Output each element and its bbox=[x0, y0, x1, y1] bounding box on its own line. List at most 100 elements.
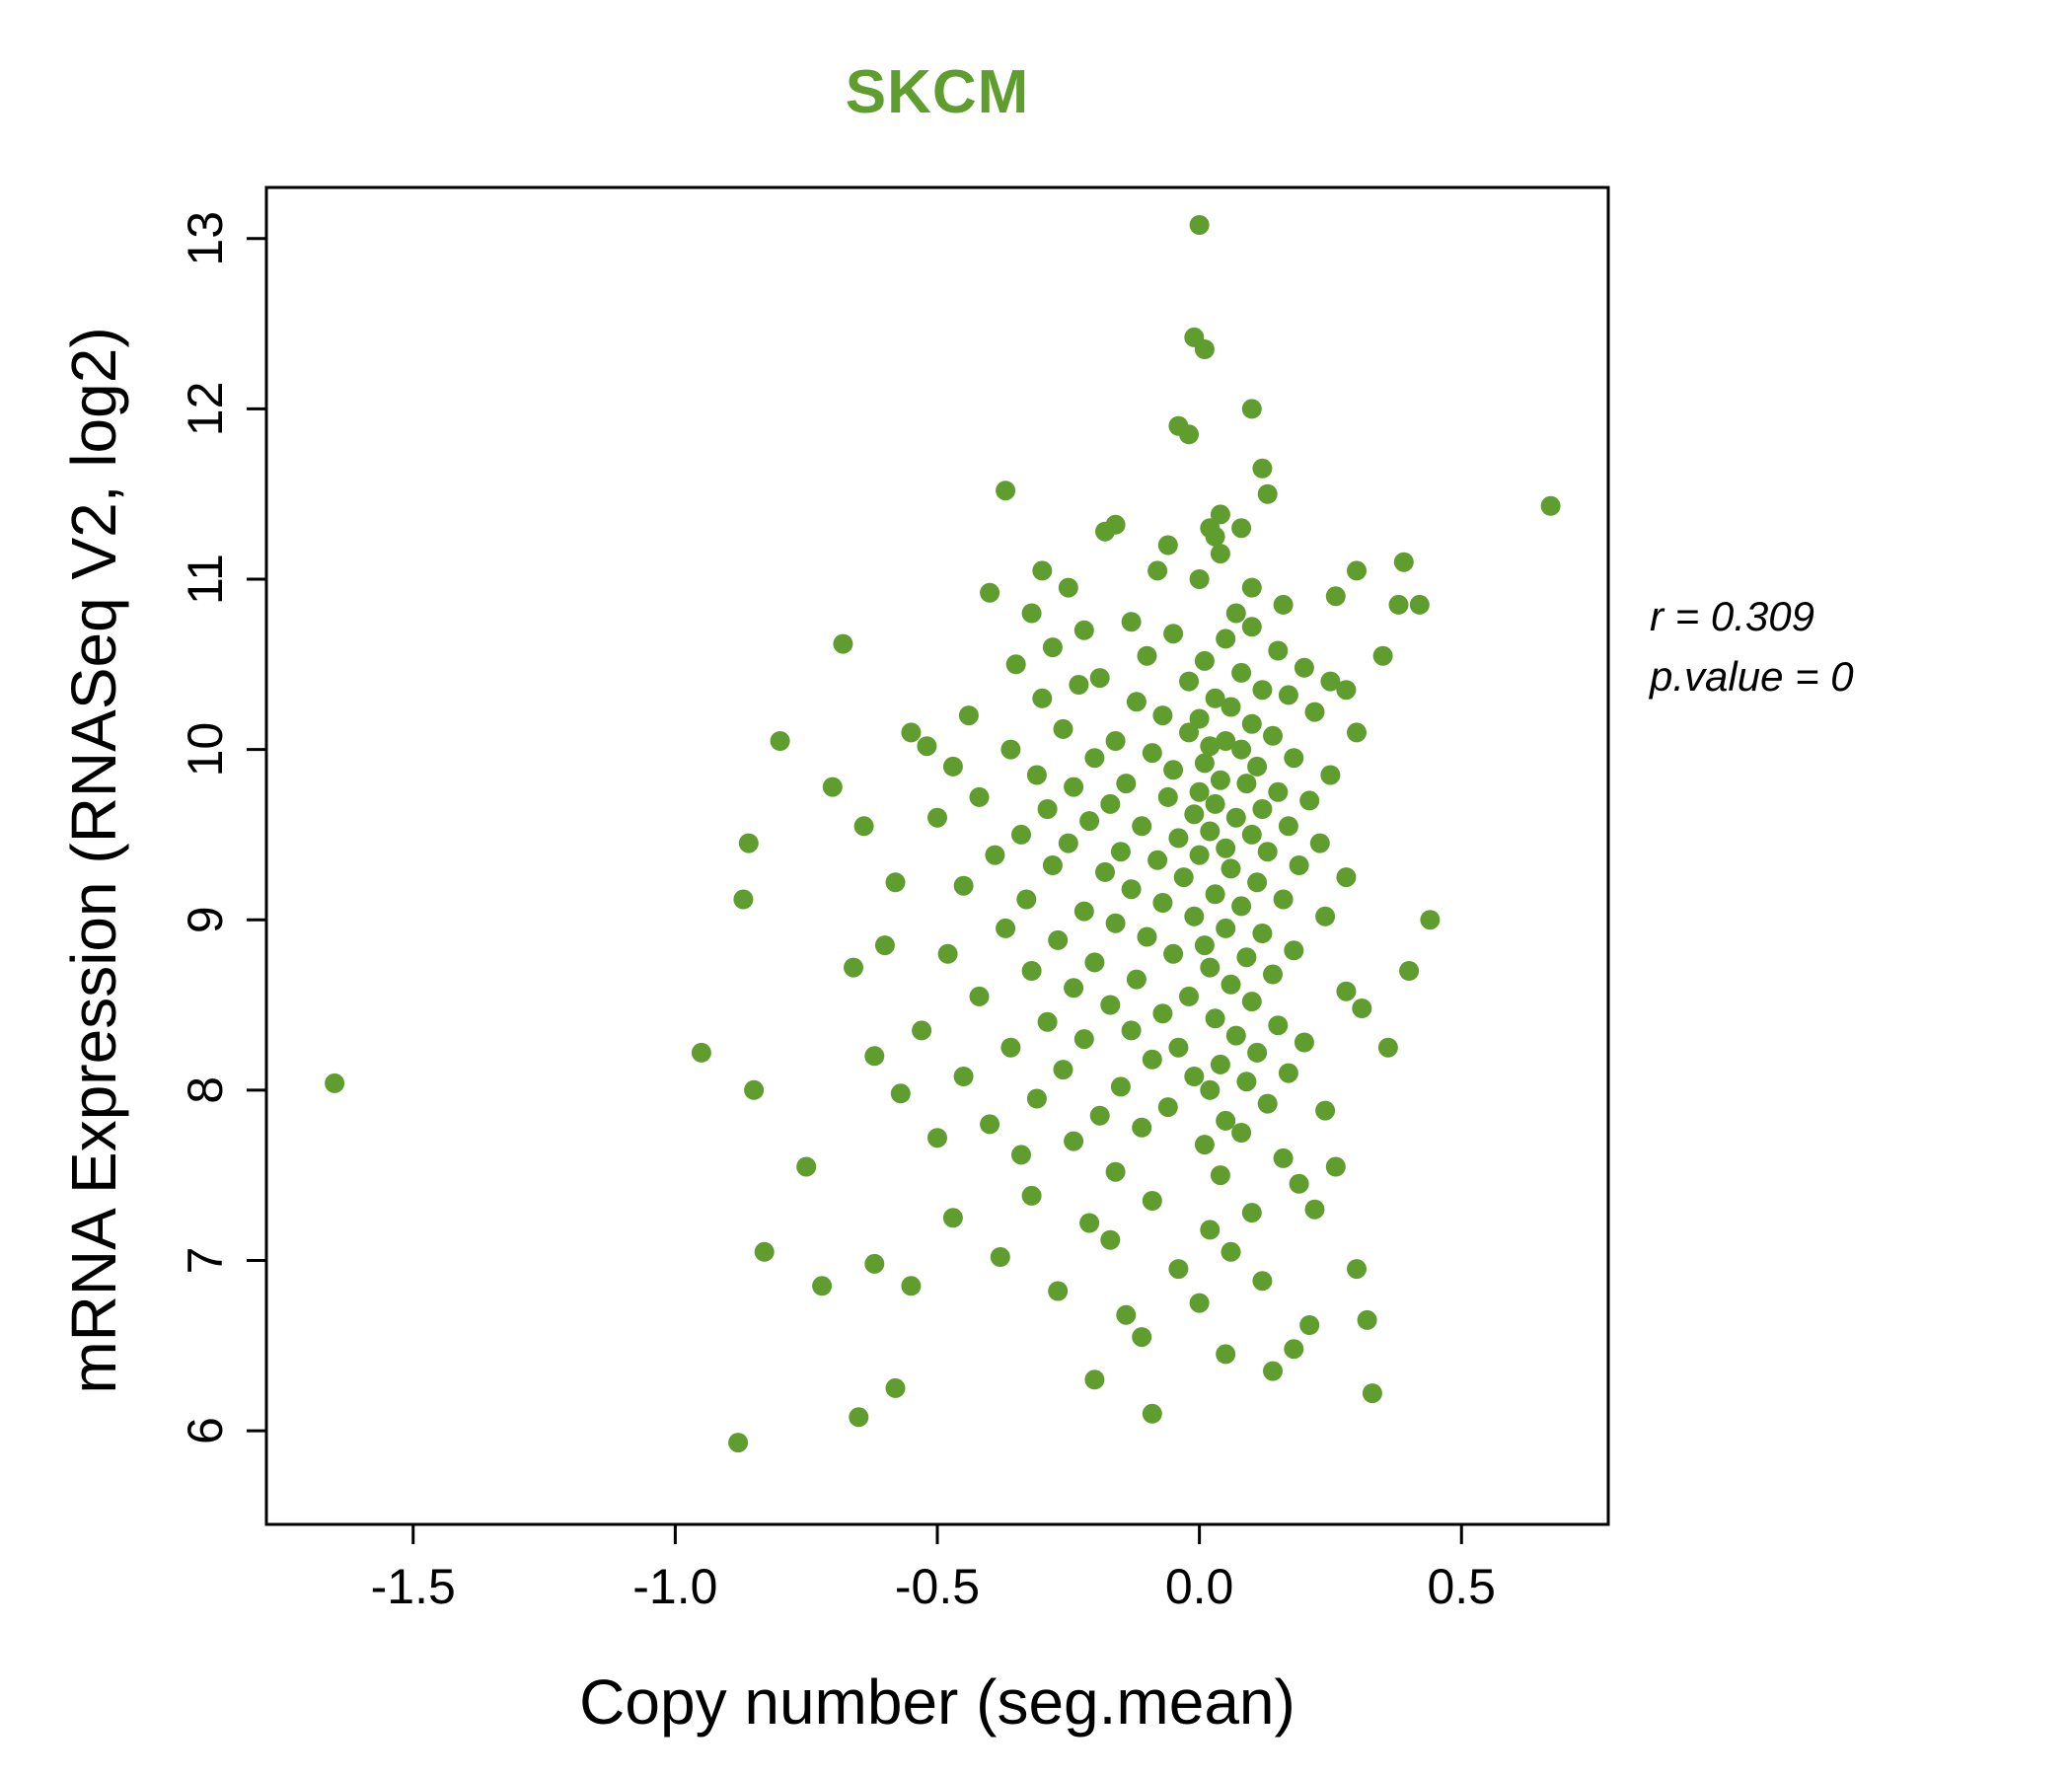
data-point bbox=[1409, 594, 1430, 615]
data-point bbox=[1132, 816, 1152, 837]
data-point bbox=[1179, 671, 1199, 692]
data-point bbox=[1263, 964, 1283, 985]
data-point bbox=[1231, 896, 1252, 917]
y-tick-label: 13 bbox=[178, 211, 233, 266]
data-point bbox=[1000, 739, 1021, 760]
data-point bbox=[822, 777, 843, 797]
data-point bbox=[1205, 526, 1225, 547]
data-point bbox=[1179, 986, 1199, 1006]
data-point bbox=[1194, 1135, 1215, 1155]
data-point bbox=[1084, 1369, 1105, 1390]
data-point bbox=[1284, 1339, 1304, 1360]
data-point bbox=[1194, 935, 1215, 956]
data-point bbox=[1268, 640, 1289, 661]
data-point bbox=[1221, 697, 1241, 717]
data-point bbox=[1257, 842, 1278, 862]
data-point bbox=[1142, 743, 1162, 764]
data-point bbox=[1142, 1049, 1162, 1070]
data-point bbox=[1152, 1003, 1173, 1024]
data-point bbox=[1053, 718, 1073, 739]
data-point bbox=[1200, 1220, 1221, 1240]
data-point bbox=[833, 633, 853, 654]
data-point bbox=[1064, 777, 1084, 797]
data-point bbox=[1263, 1361, 1283, 1381]
data-point bbox=[1399, 961, 1420, 981]
data-point bbox=[1210, 504, 1230, 525]
data-point bbox=[1005, 654, 1026, 675]
data-point bbox=[1184, 906, 1205, 926]
data-point bbox=[1299, 790, 1320, 811]
data-point bbox=[1048, 929, 1069, 950]
data-point bbox=[1163, 624, 1184, 644]
chart-title: SKCM bbox=[845, 58, 1030, 126]
data-point bbox=[1257, 483, 1278, 504]
data-point bbox=[901, 1276, 922, 1296]
data-point bbox=[1304, 702, 1325, 722]
data-point bbox=[1205, 793, 1225, 814]
x-tick-label: -0.5 bbox=[895, 1559, 980, 1614]
data-point bbox=[1336, 981, 1357, 1001]
data-point bbox=[1084, 952, 1105, 973]
data-point bbox=[1179, 722, 1199, 743]
data-point bbox=[1132, 1327, 1152, 1348]
data-point bbox=[1168, 1259, 1189, 1280]
data-point bbox=[1309, 833, 1330, 853]
data-point bbox=[1221, 974, 1241, 995]
data-point bbox=[1236, 1072, 1257, 1092]
data-point bbox=[1058, 577, 1078, 598]
data-point bbox=[1189, 708, 1210, 729]
data-point bbox=[1073, 620, 1094, 640]
data-point bbox=[1073, 901, 1094, 922]
data-point bbox=[1205, 884, 1225, 905]
data-point bbox=[325, 1073, 345, 1093]
data-point bbox=[901, 722, 922, 743]
data-point bbox=[1241, 617, 1262, 637]
data-point bbox=[1257, 1093, 1278, 1114]
y-tick-label: 7 bbox=[178, 1247, 233, 1275]
data-point bbox=[1073, 1029, 1094, 1050]
data-point bbox=[1273, 594, 1294, 615]
data-point bbox=[1336, 867, 1357, 888]
data-point bbox=[953, 1067, 974, 1086]
data-point bbox=[1347, 1259, 1367, 1280]
data-point bbox=[1216, 838, 1236, 858]
data-point bbox=[1294, 1032, 1314, 1053]
data-point bbox=[1200, 821, 1221, 842]
data-point bbox=[1225, 603, 1246, 624]
plot-border bbox=[264, 185, 1610, 1526]
data-point bbox=[1079, 811, 1100, 832]
data-point bbox=[754, 1241, 775, 1262]
x-axis-label: Copy number (seg.mean) bbox=[579, 1666, 1295, 1738]
data-point bbox=[849, 1407, 869, 1428]
data-point bbox=[1268, 781, 1289, 802]
data-point bbox=[1231, 518, 1252, 539]
data-point bbox=[1315, 906, 1336, 926]
data-point bbox=[864, 1253, 885, 1274]
data-point bbox=[953, 875, 974, 896]
data-point bbox=[969, 986, 990, 1006]
data-point bbox=[917, 736, 937, 757]
data-point bbox=[1137, 926, 1157, 947]
data-point bbox=[958, 705, 979, 726]
data-point bbox=[1347, 722, 1367, 743]
data-point bbox=[996, 481, 1016, 501]
data-point bbox=[1347, 560, 1367, 581]
data-point bbox=[1268, 1015, 1289, 1036]
data-point bbox=[1236, 947, 1257, 968]
data-point bbox=[1247, 872, 1268, 893]
data-point bbox=[1037, 799, 1058, 819]
data-point bbox=[1315, 1100, 1336, 1121]
data-point bbox=[1325, 586, 1346, 607]
data-point bbox=[937, 943, 958, 964]
data-point bbox=[1100, 1229, 1121, 1250]
data-point bbox=[1205, 688, 1225, 708]
data-point bbox=[1357, 1309, 1377, 1330]
y-tick-label: 11 bbox=[178, 554, 233, 605]
data-point bbox=[1021, 1185, 1042, 1206]
data-point bbox=[1069, 675, 1089, 695]
data-point bbox=[1200, 957, 1221, 978]
data-point bbox=[744, 1079, 765, 1100]
data-point bbox=[1042, 855, 1063, 875]
data-point bbox=[1252, 1271, 1273, 1292]
